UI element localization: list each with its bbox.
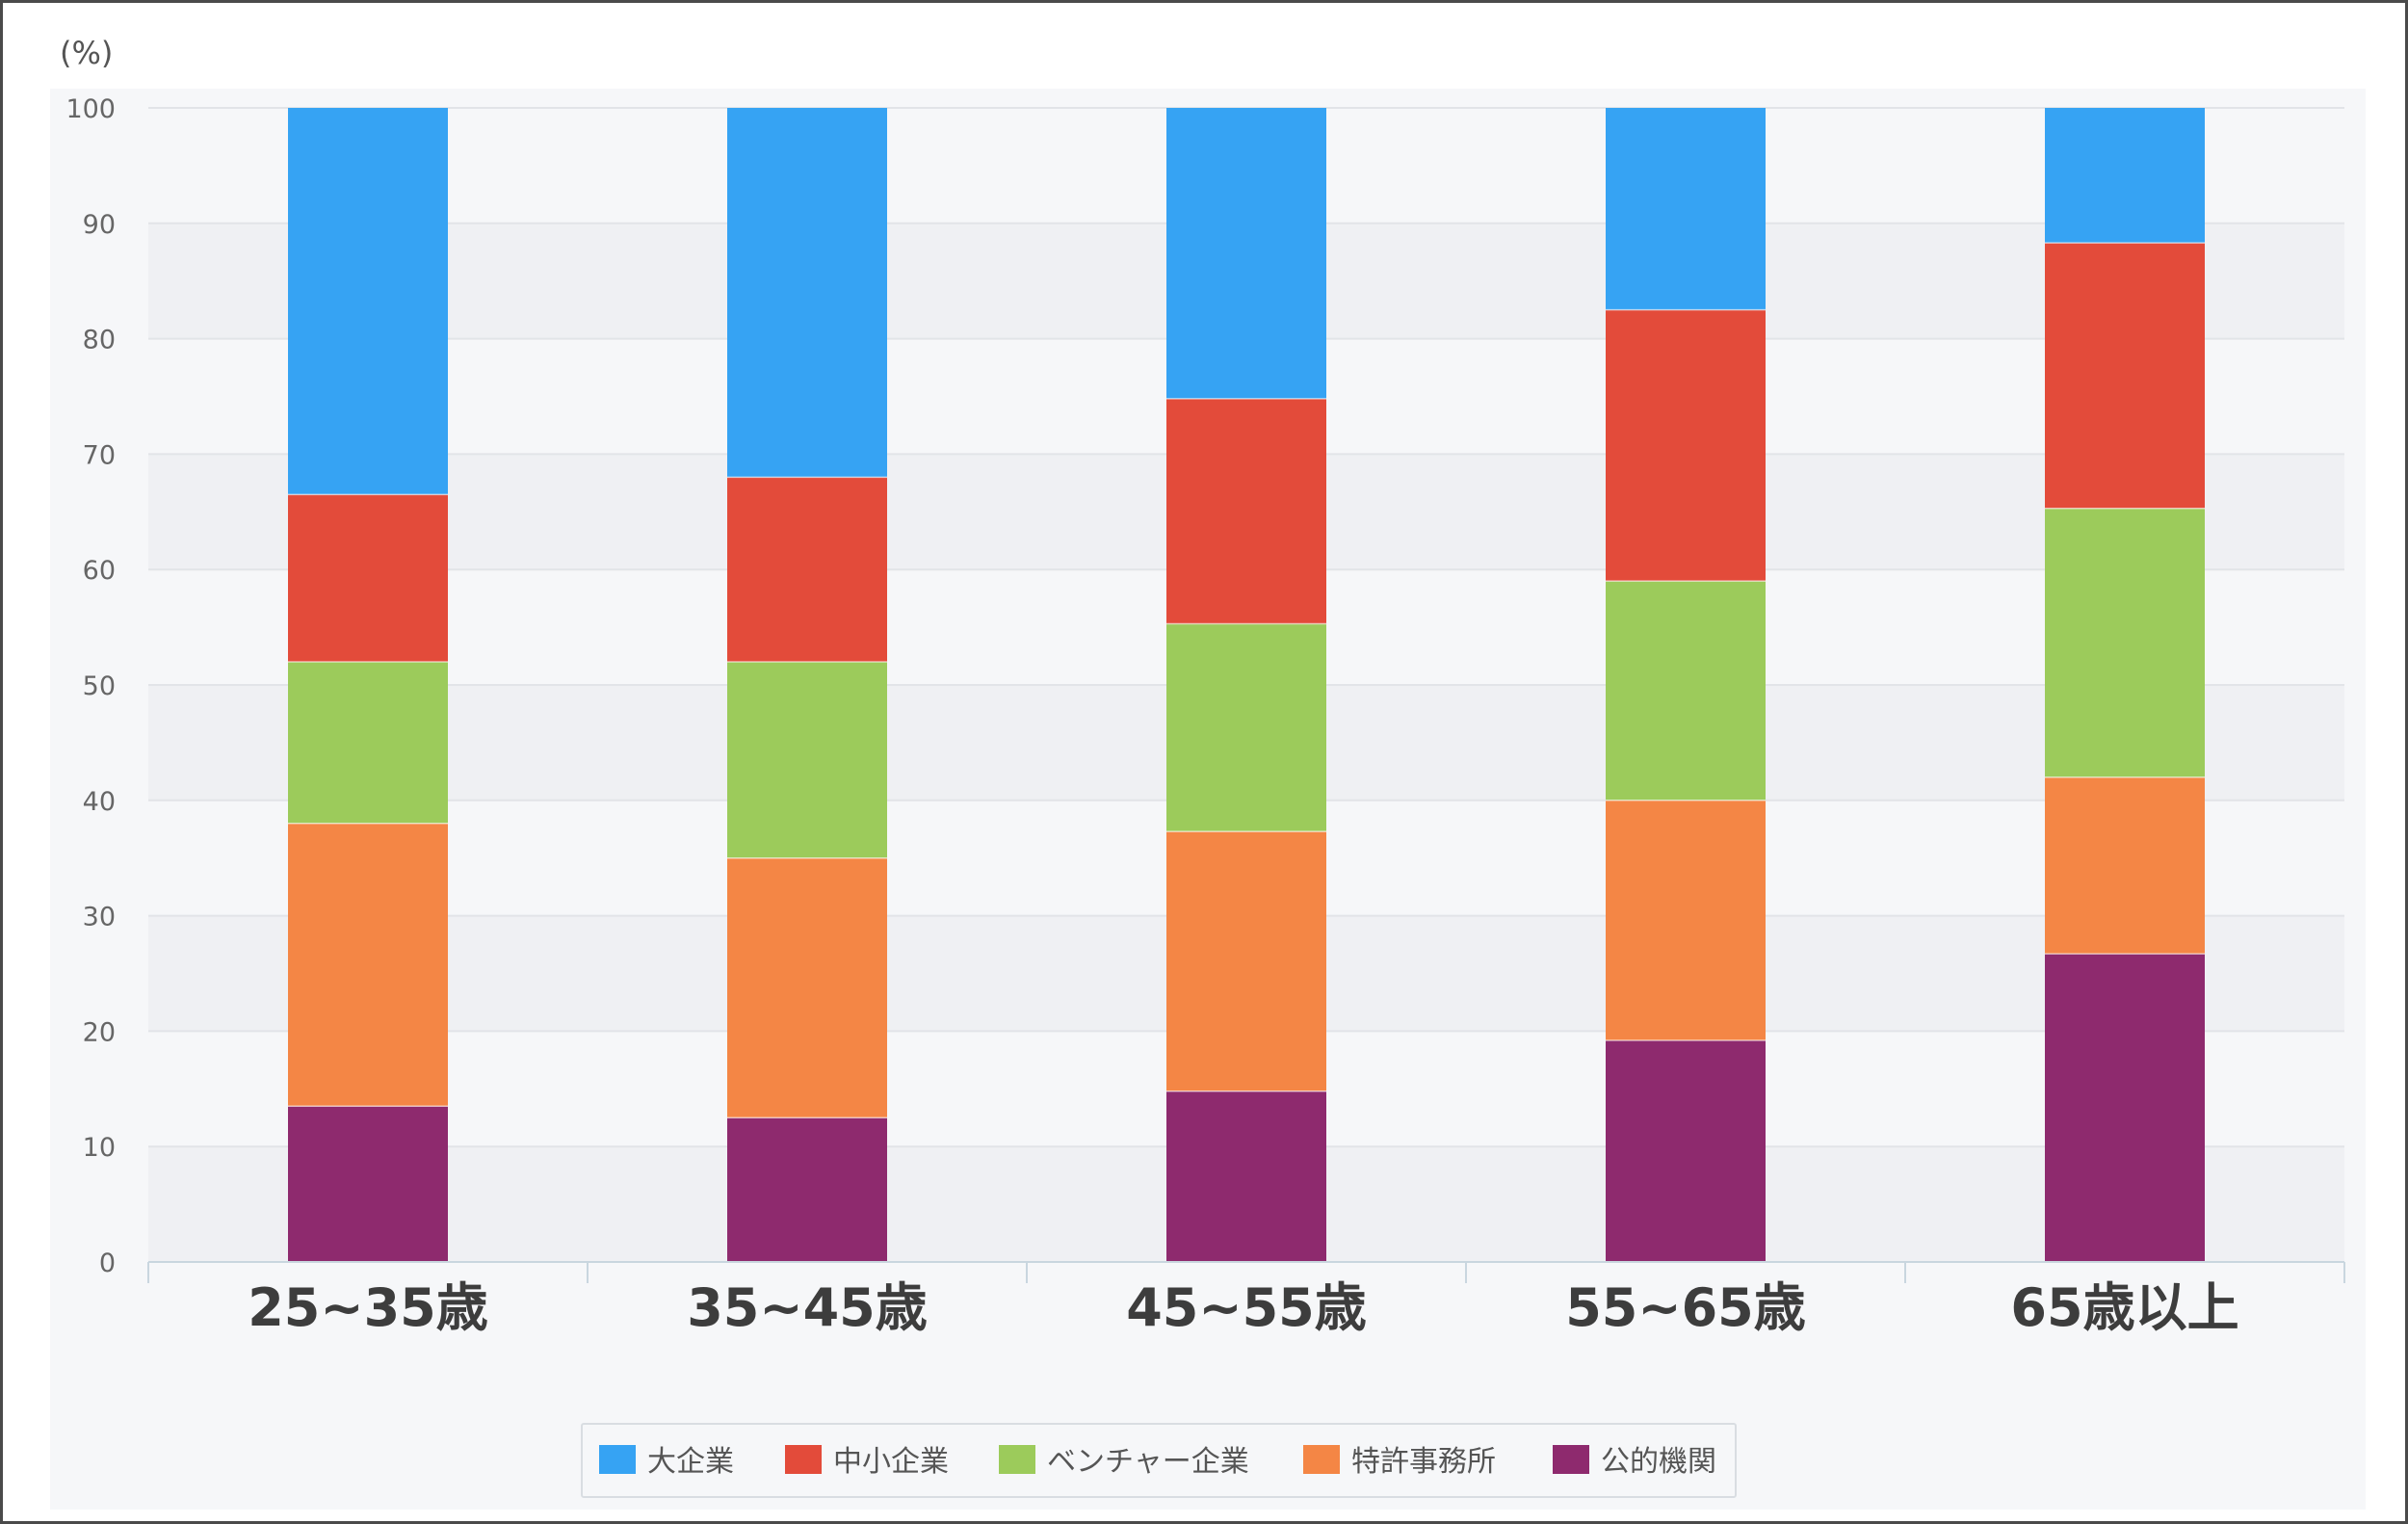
bar-segment[interactable] — [1606, 1039, 1766, 1262]
y-tick-label: 100 — [65, 94, 116, 124]
bar-segment[interactable] — [1606, 581, 1766, 801]
legend-swatch — [785, 1445, 822, 1474]
y-tick-label: 0 — [99, 1248, 116, 1278]
x-tick-label: 65歳以上 — [2010, 1277, 2238, 1338]
bar-segment[interactable] — [1166, 1090, 1326, 1262]
y-tick-label: 90 — [83, 210, 116, 240]
x-tick-label: 55~65歳 — [1565, 1277, 1806, 1338]
x-tick-label: 25~35歳 — [248, 1277, 488, 1338]
y-unit-label: (%) — [60, 35, 113, 71]
y-tick-label: 50 — [83, 671, 116, 701]
legend-item[interactable]: 中小企業 — [785, 1445, 949, 1479]
bar-segment[interactable] — [727, 662, 887, 858]
y-tick-label: 10 — [83, 1133, 116, 1163]
legend-label: 大企業 — [647, 1445, 734, 1479]
y-tick-label: 80 — [83, 326, 116, 355]
x-tick-labels: 25~35歳 35~45歳 45~55歳 55~65歳 65歳以上 — [248, 1277, 2238, 1338]
x-axis — [147, 1261, 2345, 1283]
bar-segment[interactable] — [288, 1106, 448, 1262]
bar-segment[interactable] — [2045, 954, 2205, 1262]
legend-label: 公的機関 — [1601, 1445, 1716, 1479]
y-tick-label: 40 — [83, 787, 116, 817]
legend-label: 中小企業 — [833, 1445, 949, 1479]
bar-segment[interactable] — [1166, 623, 1326, 832]
bar-segment[interactable] — [2045, 108, 2205, 244]
legend: 大企業 中小企業 ベンチャー企業 特許事務所 公的機関 — [581, 1423, 1737, 1498]
y-tick-label: 20 — [83, 1017, 116, 1047]
bar-segment[interactable] — [1606, 309, 1766, 582]
legend-swatch — [599, 1445, 636, 1474]
legend-swatch — [1553, 1445, 1589, 1474]
bar-segment[interactable] — [2045, 243, 2205, 509]
y-tick-label: 30 — [83, 903, 116, 933]
bar-segment[interactable] — [2045, 508, 2205, 777]
legend-swatch — [1303, 1445, 1340, 1474]
legend-item[interactable]: 大企業 — [599, 1445, 734, 1479]
bar-segment[interactable] — [288, 494, 448, 663]
bar-segment[interactable] — [727, 477, 887, 663]
bar-segment[interactable] — [1606, 108, 1766, 310]
bar-segment[interactable] — [2045, 776, 2205, 955]
bar-segment[interactable] — [1166, 108, 1326, 399]
legend-swatch — [999, 1445, 1035, 1474]
x-tick-label: 45~55歳 — [1126, 1277, 1367, 1338]
bar-segment[interactable] — [1606, 800, 1766, 1040]
bar-segment[interactable] — [727, 857, 887, 1118]
bar-segment[interactable] — [288, 823, 448, 1107]
legend-box — [581, 1423, 1737, 1498]
legend-item[interactable]: 公的機関 — [1553, 1445, 1716, 1479]
bars — [288, 108, 2205, 1262]
legend-label: 特許事務所 — [1351, 1445, 1496, 1479]
legend-item[interactable]: ベンチャー企業 — [999, 1445, 1249, 1479]
legend-item[interactable]: 特許事務所 — [1303, 1445, 1496, 1479]
bar-segment[interactable] — [288, 108, 448, 495]
bar-segment[interactable] — [727, 1117, 887, 1262]
bar-segment[interactable] — [1166, 398, 1326, 624]
bar-segment[interactable] — [727, 108, 887, 478]
bar-segment[interactable] — [288, 662, 448, 824]
y-tick-labels: 0 10 20 30 40 50 60 70 80 90 100 — [65, 94, 116, 1278]
legend-label: ベンチャー企業 — [1047, 1445, 1249, 1479]
bar-segment[interactable] — [1166, 831, 1326, 1091]
y-tick-label: 70 — [83, 440, 116, 470]
x-tick-label: 35~45歳 — [687, 1277, 928, 1338]
y-tick-label: 60 — [83, 556, 116, 586]
